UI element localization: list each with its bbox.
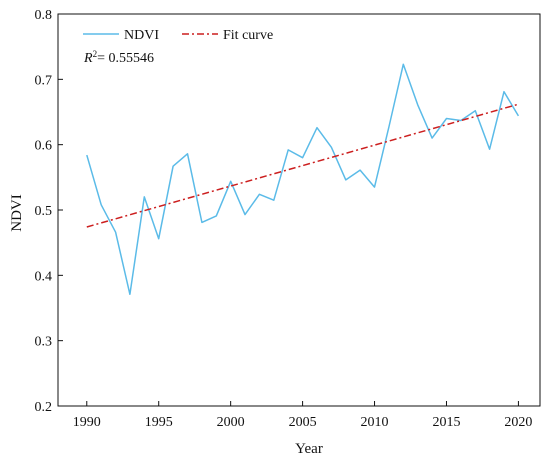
y-axis-title: NDVI	[9, 194, 25, 232]
series-line-fit-curve	[86, 103, 519, 228]
x-tick-label-2020: 2020	[504, 415, 532, 430]
ticks: 1990 1995 2000 2005 2010 2015 2020 0.2 0.3 0.4 0.5…	[35, 8, 533, 430]
y-tick-label-0.4: 0.4	[35, 269, 53, 284]
x-tick-label-2010: 2010	[361, 415, 389, 430]
legend-label-ndvi: NDVI	[124, 28, 159, 43]
x-axis-title: Year	[295, 441, 323, 457]
r2-superscript: 2	[93, 49, 98, 59]
r-squared-annotation: R2= 0.55546	[83, 49, 154, 66]
series-line-ndvi	[86, 63, 520, 296]
y-tick-label-0.5: 0.5	[35, 204, 53, 219]
legend-label-fit-curve: Fit curve	[223, 28, 273, 43]
x-tick-label-2015: 2015	[432, 415, 460, 430]
x-tick-label-2000: 2000	[217, 415, 245, 430]
r2-value: = 0.55546	[97, 51, 154, 66]
y-tick-label-0.8: 0.8	[35, 8, 53, 23]
y-tick-label-0.7: 0.7	[35, 73, 53, 88]
x-tick-label-1990: 1990	[73, 415, 101, 430]
r2-symbol: R	[83, 51, 93, 66]
series-layer	[86, 63, 520, 296]
x-tick-label-2005: 2005	[289, 415, 317, 430]
y-tick-label-0.6: 0.6	[35, 139, 53, 154]
plot-frame	[57, 13, 541, 407]
y-tick-label-0.2: 0.2	[35, 400, 53, 415]
legend: NDVI Fit curve R2= 0.55546	[83, 28, 273, 66]
x-tick-label-1995: 1995	[145, 415, 173, 430]
axes	[57, 13, 541, 407]
y-tick-label-0.3: 0.3	[35, 335, 53, 350]
